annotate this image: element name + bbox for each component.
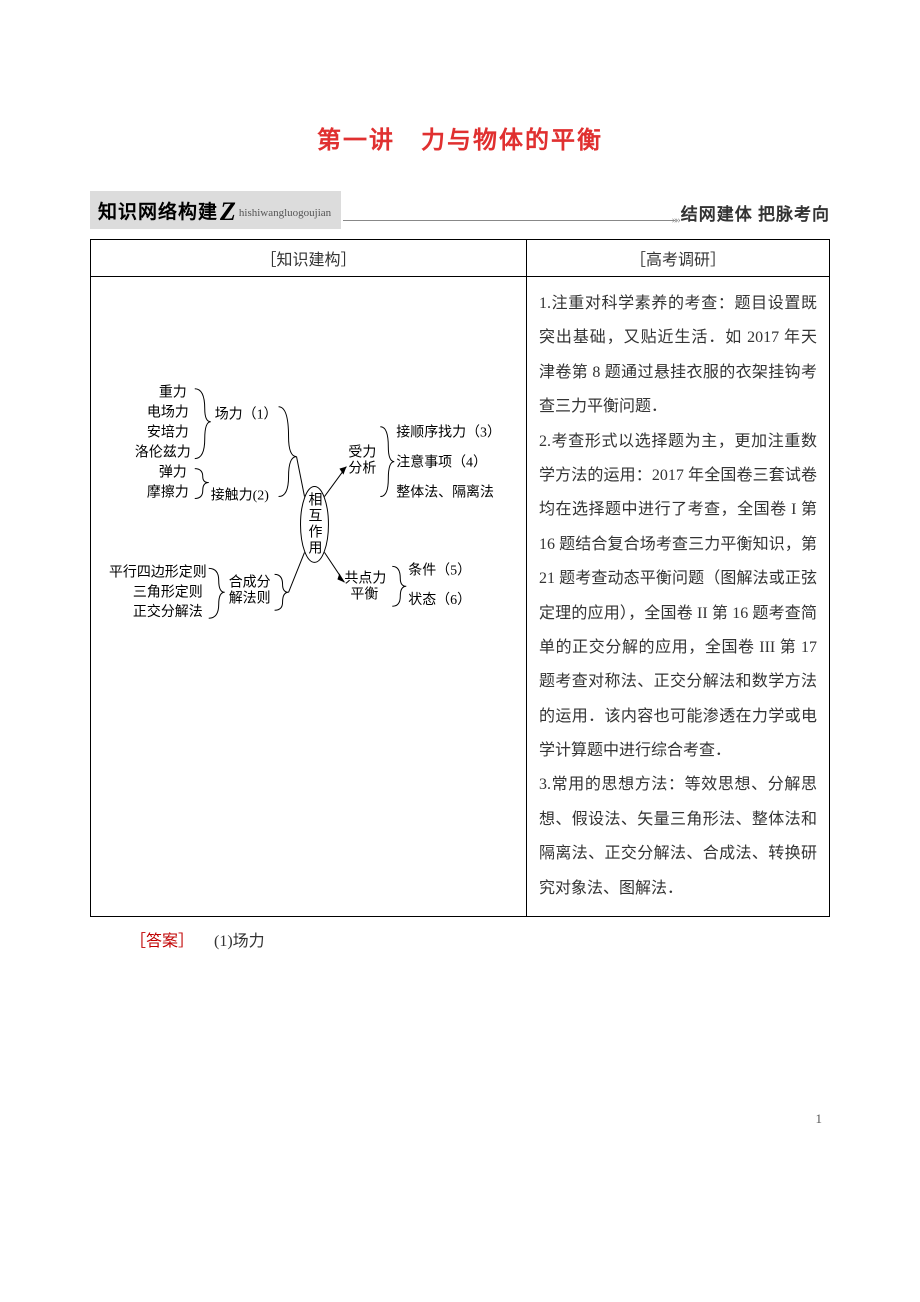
diagram-text: 状态（6） — [408, 592, 471, 608]
diagram-text: 分析 — [348, 461, 376, 477]
diagram-text: 接顺序找力（3） — [396, 424, 501, 441]
paragraph: 1.注重对科学素养的考查：题目设置既突出基础，又贴近生活．如 2017 年天津卷… — [539, 287, 817, 425]
diagram-text: 相 — [309, 493, 323, 509]
diagram-text: 安培力 — [147, 425, 189, 441]
diagram-text: 互 — [309, 509, 323, 524]
header-arrows-icon: »» — [672, 214, 679, 226]
answer-line: ［答案］ (1)场力 — [90, 927, 830, 951]
knowledge-diagram: 重力 电场力 安培力 洛伦兹力 场力（1） 弹力 摩擦力 接触力(2) 平行四边… — [99, 297, 518, 676]
answer-label: ［答案］ — [130, 933, 194, 950]
section-header: 知识网络构建 Z hishiwangluogoujian »» 结网建体 把脉考… — [90, 195, 830, 229]
diagram-text: 摩擦力 — [147, 484, 189, 501]
diagram-text: 条件（5） — [408, 561, 471, 578]
main-table: ［知识建构］ ［高考调研］ 重力 电场力 安培力 洛伦兹力 场力（1） 弹力 摩… — [90, 239, 830, 917]
diagram-text: 平行四边形定则 — [109, 564, 207, 580]
badge-pinyin: hishiwangluogoujian — [239, 207, 331, 219]
answer-text: (1)场力 — [198, 933, 265, 950]
diagram-text: 注意事项（4） — [396, 454, 487, 471]
diagram-text: 受力 — [348, 445, 376, 461]
diagram-text: 解法则 — [229, 590, 271, 606]
paragraph: 2.考查形式以选择题为主，更加注重数学方法的运用：2017 年全国卷三套试卷均在… — [539, 425, 817, 769]
right-text-cell: 1.注重对科学素养的考查：题目设置既突出基础，又贴近生活．如 2017 年天津卷… — [527, 277, 830, 917]
badge-letter: Z — [220, 197, 237, 227]
diagram-text: 合成分 — [229, 574, 271, 590]
diagram-text: 共点力 — [344, 570, 386, 586]
diagram-text: 作 — [309, 524, 323, 540]
diagram-text: 接触力(2) — [211, 487, 269, 504]
header-right-text: 结网建体 把脉考向 — [681, 200, 830, 225]
header-line: »» — [343, 220, 675, 221]
diagram-text: 电场力 — [147, 405, 189, 421]
diagram-text: 洛伦兹力 — [135, 445, 191, 461]
section-badge: 知识网络构建 Z hishiwangluogoujian — [90, 191, 341, 229]
table-header-right: ［高考调研］ — [527, 240, 830, 277]
diagram-text: 弹力 — [159, 465, 187, 481]
page-number: 1 — [90, 1111, 830, 1127]
diagram-text: 用 — [309, 541, 323, 556]
diagram-text: 重力 — [159, 385, 187, 401]
paragraph: 3.常用的思想方法：等效思想、分解思想、假设法、矢量三角形法、整体法和隔离法、正… — [539, 768, 817, 906]
badge-text: 知识网络构建 — [98, 197, 218, 224]
diagram-cell: 重力 电场力 安培力 洛伦兹力 场力（1） 弹力 摩擦力 接触力(2) 平行四边… — [91, 277, 527, 917]
diagram-text: 正交分解法 — [133, 603, 203, 620]
diagram-text: 三角形定则 — [133, 584, 203, 600]
diagram-text: 整体法、隔离法 — [396, 484, 494, 501]
diagram-text: 平衡 — [350, 586, 378, 602]
page-title: 第一讲 力与物体的平衡 — [90, 120, 830, 155]
diagram-text: 场力（1） — [215, 407, 278, 423]
table-header-left: ［知识建构］ — [91, 240, 527, 277]
